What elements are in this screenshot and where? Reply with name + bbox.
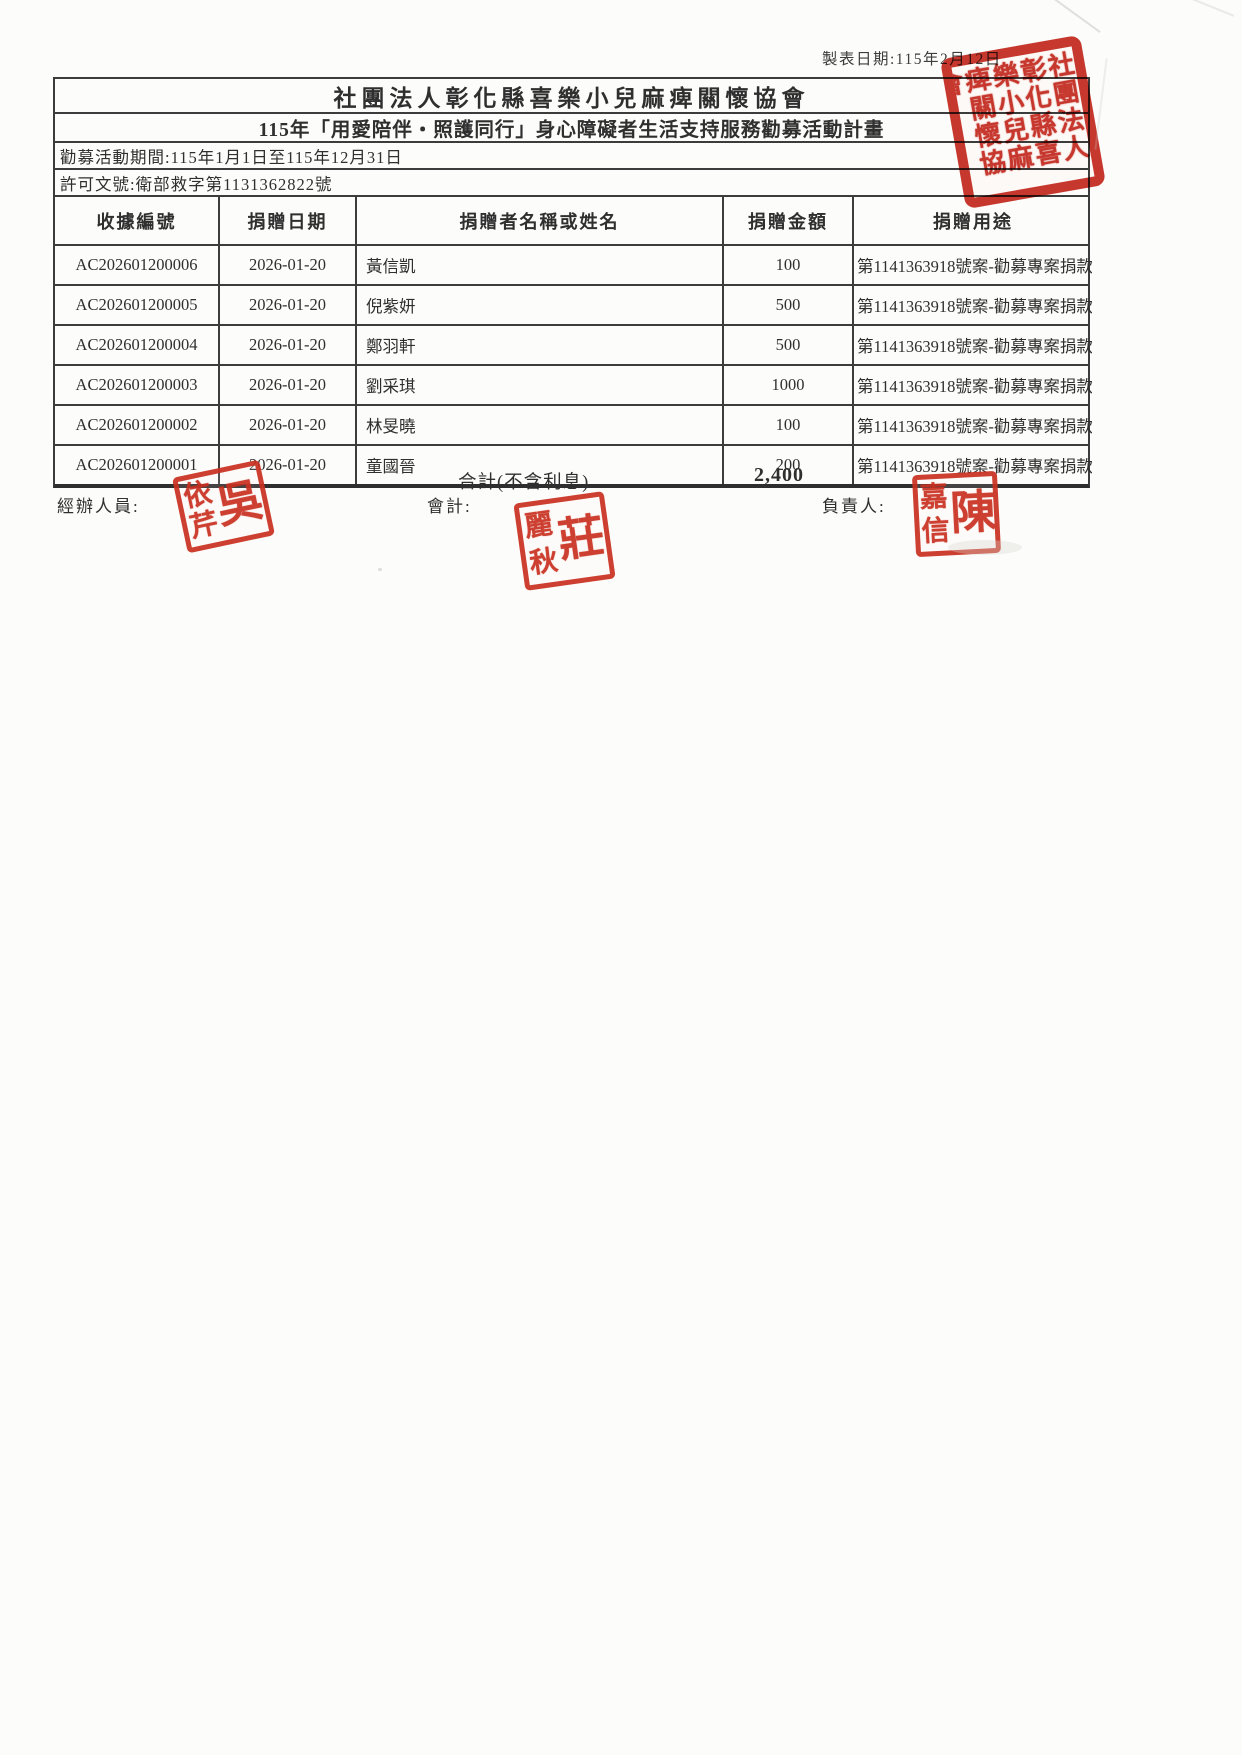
table-cell-amount: 500 [722,286,852,324]
total-label: 合計(不含利息) [458,473,590,493]
column-header-amount: 捐贈金額 [722,197,852,244]
table-cell-donor: 劉采琪 [355,366,722,404]
scan-artifact [1041,0,1101,33]
table-cell-date: 2026-01-20 [218,326,355,364]
table-header-row: 收據編號 捐贈日期 捐贈者名稱或姓名 捐贈金額 捐贈用途 [55,195,1088,244]
table-cell-receipt-no: AC202601200006 [75,255,198,274]
table-cell-receipt-no: AC202601200001 [75,455,198,474]
campaign-title: 115年「用愛陪伴・照護同行」身心障礙者生活支持服務勸募活動計畫 [55,112,1088,141]
scan-artifact [1179,0,1235,17]
scan-artifact [1094,58,1108,150]
stamp-char: 麗 [522,508,555,543]
stamp-char: 秋 [527,544,560,580]
stamp-char: 嘉 [919,481,949,514]
column-header-donor-name: 捐贈者名稱或姓名 [355,197,722,244]
table-cell-donor: 鄭羽軒 [355,326,722,364]
table-cell-purpose: 第1141363918號案-勸募專案捐款 [852,326,1092,364]
table-row: AC202601200001 2026-01-20 童國晉 200 第11413… [55,444,1092,484]
table-cell-donor: 林旻曉 [355,406,722,444]
table-cell-amount: 500 [722,326,852,364]
table-cell-amount: 1000 [722,366,852,404]
table-row: AC202601200003 2026-01-20 劉采琪 1000 第1141… [55,364,1092,404]
handler-label: 經辦人員: [57,497,140,516]
table-cell-receipt-no: AC202601200005 [75,295,198,314]
column-header-purpose: 捐贈用途 [852,197,1092,244]
table-cell-amount: 100 [722,246,852,284]
table-cell-date: 2026-01-20 [218,286,355,324]
handler-name-stamp: 依 芹 吳 [171,459,276,554]
manager-label: 負責人: [822,497,886,516]
table-cell-date: 2026-01-20 [218,366,355,404]
table-cell-date: 2026-01-20 [218,446,355,484]
table-row: AC202601200005 2026-01-20 倪紫妍 500 第11413… [55,284,1092,324]
accountant-name-stamp: 麗 秋 莊 [513,491,616,591]
table-cell-purpose: 第1141363918號案-勸募專案捐款 [852,366,1092,404]
table-row: AC202601200006 2026-01-20 黃信凱 100 第11413… [55,244,1092,284]
column-header-donation-date: 捐贈日期 [218,197,355,244]
table-cell-donor: 倪紫妍 [355,286,722,324]
organization-seal-stamp: 社團法人彰化縣喜樂小兒麻痺關懷協會 [939,34,1107,210]
table-row: AC202601200002 2026-01-20 林旻曉 100 第11413… [55,404,1092,444]
org-name-title: 社團法人彰化縣喜樂小兒麻痺關懷協會 [333,85,810,111]
table-row: AC202601200004 2026-01-20 鄭羽軒 500 第11413… [55,324,1092,364]
table-cell-donor: 童國晉 [355,446,722,484]
table-cell-receipt-no: AC202601200003 [75,375,198,394]
scan-speck [378,568,382,571]
stamp-given-name-chars: 嘉 信 [917,478,952,552]
table-cell-amount: 200 [722,446,852,484]
stamp-surname-char: 莊 [554,509,608,567]
total-value: 2,400 [754,464,804,486]
stamp-char: 芹 [187,508,222,545]
accountant-label: 會計: [427,497,472,516]
table-cell-date: 2026-01-20 [218,246,355,284]
table-cell-purpose: 第1141363918號案-勸募專案捐款 [852,446,1092,484]
table-cell-receipt-no: AC202601200002 [75,415,198,434]
table-cell-date: 2026-01-20 [218,406,355,444]
table-cell-purpose: 第1141363918號案-勸募專案捐款 [852,246,1092,284]
stamp-char: 依 [180,477,215,514]
table-cell-purpose: 第1141363918號案-勸募專案捐款 [852,286,1092,324]
table-cell-receipt-no: AC202601200004 [75,335,198,354]
column-header-receipt-no: 收據編號 [96,211,177,232]
table-cell-donor: 黃信凱 [355,246,722,284]
permit-number-text: 許可文號:衛部救字第1131362822號 [55,168,1088,195]
table-cell-amount: 100 [722,406,852,444]
table-cell-purpose: 第1141363918號案-勸募專案捐款 [852,406,1092,444]
scan-smudge [948,540,1022,555]
donation-report-table: 社團法人彰化縣喜樂小兒麻痺關懷協會 115年「用愛陪伴・照護同行」身心障礙者生活… [53,77,1092,488]
campaign-period-text: 勸募活動期間:115年1月1日至115年12月31日 [55,141,1088,168]
stamp-char: 信 [920,515,951,548]
